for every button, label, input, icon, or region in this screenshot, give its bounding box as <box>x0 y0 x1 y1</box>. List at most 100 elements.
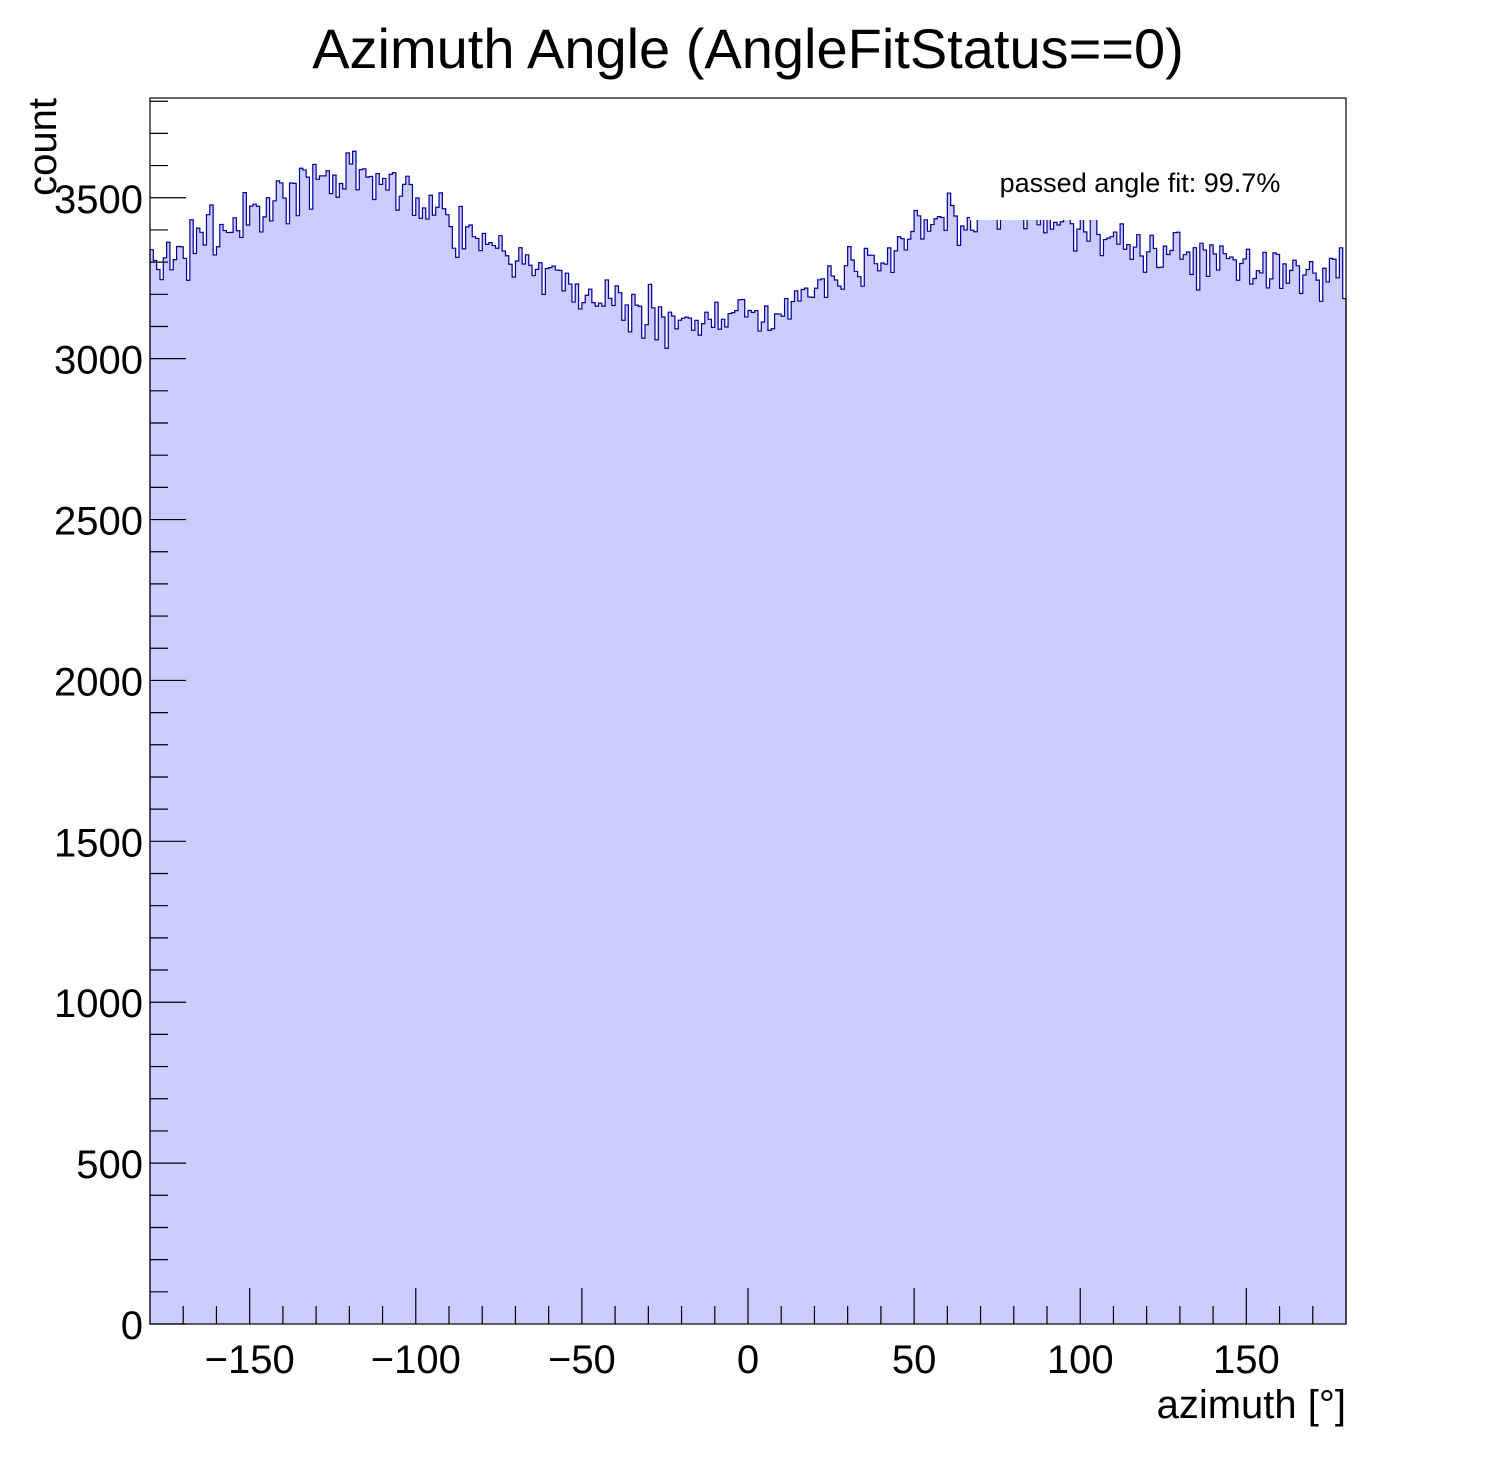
histogram-bin <box>495 248 500 1324</box>
histogram-bin <box>618 292 623 1324</box>
histogram-bin <box>193 253 198 1324</box>
histogram-bin <box>1203 249 1208 1325</box>
chart-title: Azimuth Angle (AngleFitStatus==0) <box>312 17 1184 80</box>
histogram-bin <box>698 335 703 1324</box>
histogram-bin <box>339 183 344 1325</box>
histogram-bin <box>1140 256 1144 1324</box>
histogram-bin <box>784 298 789 1324</box>
histogram-bin <box>824 297 829 1324</box>
histogram-bin <box>814 288 819 1325</box>
histogram-bin <box>664 348 669 1324</box>
histogram-bin <box>651 307 656 1324</box>
histogram-bin <box>1159 267 1164 1324</box>
histogram-bin <box>1027 214 1031 1325</box>
histogram-bin <box>1020 199 1025 1324</box>
histogram-bin <box>834 279 839 1324</box>
histogram-bin <box>661 317 666 1324</box>
histogram-bin <box>767 330 772 1324</box>
histogram-bin <box>837 286 842 1325</box>
histogram-bin <box>595 306 600 1324</box>
histogram-bin <box>1322 268 1327 1324</box>
histogram-bin <box>551 265 556 1325</box>
histogram-bin <box>1186 251 1191 1324</box>
histogram-bin <box>522 264 527 1325</box>
histogram-bin <box>993 187 998 1325</box>
histogram-bin <box>239 237 244 1324</box>
histogram-bin <box>601 306 606 1324</box>
histogram-bin <box>645 324 649 1325</box>
histogram-bin <box>532 275 536 1324</box>
histogram-bin <box>1153 248 1158 1325</box>
histogram-bin <box>1037 224 1041 1324</box>
histogram-bin <box>947 193 952 1324</box>
histogram-bin <box>1023 228 1028 1324</box>
histogram-bin <box>797 301 802 1324</box>
histogram-bin <box>502 251 507 1325</box>
histogram-bin <box>1003 208 1008 1324</box>
histogram-bin <box>355 189 360 1325</box>
histogram-bin <box>635 305 639 1325</box>
x-tick-label: −150 <box>205 1338 295 1382</box>
histogram-bin <box>1329 258 1334 1325</box>
histogram-bin <box>648 284 653 1325</box>
histogram-bin <box>289 183 294 1325</box>
histogram-bin <box>369 176 374 1324</box>
histogram-bin <box>884 264 889 1325</box>
histogram-bin <box>900 238 905 1325</box>
histogram-bin <box>708 319 713 1325</box>
histogram-bin <box>336 197 340 1324</box>
histogram-bin <box>1149 235 1154 1324</box>
histogram-bin <box>787 319 792 1324</box>
histogram-bin <box>362 168 367 1324</box>
histogram-bin <box>243 192 247 1325</box>
histogram-bin <box>970 230 975 1325</box>
histogram-bin <box>233 217 237 1324</box>
histogram-bin <box>751 312 756 1324</box>
histogram-bin <box>279 182 284 1324</box>
tick-marks <box>150 100 1314 1325</box>
histogram-bin <box>944 230 948 1324</box>
histogram-bin <box>1302 274 1307 1325</box>
histogram-bin <box>940 217 945 1324</box>
histogram-bin <box>973 231 978 1325</box>
histogram-bin <box>691 330 696 1324</box>
histogram-bin <box>545 268 550 1324</box>
histogram-bin <box>658 306 663 1324</box>
histogram-bin <box>203 244 208 1325</box>
histogram-bin <box>728 313 732 1325</box>
histogram-bin <box>1286 283 1291 1324</box>
y-tick-label: 2500 <box>54 500 143 544</box>
histogram-bin <box>831 275 835 1324</box>
histogram-bin <box>631 294 636 1325</box>
histogram-bin <box>1070 223 1075 1325</box>
histogram-bin <box>870 255 875 1325</box>
histogram-bin <box>508 264 513 1324</box>
histogram-bin <box>399 196 404 1325</box>
histogram-bin <box>189 219 194 1324</box>
histogram-bin <box>681 318 686 1324</box>
histogram-bin <box>352 151 357 1325</box>
histogram-bin <box>422 207 427 1324</box>
histogram-bin <box>581 302 586 1324</box>
histogram-bin <box>917 215 922 1324</box>
histogram-bin <box>924 219 928 1324</box>
histogram-bin <box>1282 263 1287 1325</box>
histogram-bin <box>1043 232 1048 1324</box>
histogram-bin <box>199 232 204 1325</box>
histogram-bin <box>226 232 231 1325</box>
histogram-bin <box>1173 232 1178 1324</box>
histogram-bin <box>196 228 201 1325</box>
histogram-bin <box>1199 243 1204 1325</box>
histogram-bin <box>229 232 234 1325</box>
histogram-bin <box>934 218 938 1324</box>
histogram-bin <box>405 176 410 1325</box>
histogram-bin <box>990 202 995 1324</box>
histogram-bin <box>1289 270 1294 1324</box>
histogram-bin <box>1163 246 1168 1325</box>
histogram-bin <box>1176 232 1181 1325</box>
histogram-bin <box>761 321 766 1324</box>
histogram-bin <box>1106 238 1111 1325</box>
histogram-bin <box>850 260 855 1325</box>
histogram-bin <box>1130 259 1134 1325</box>
